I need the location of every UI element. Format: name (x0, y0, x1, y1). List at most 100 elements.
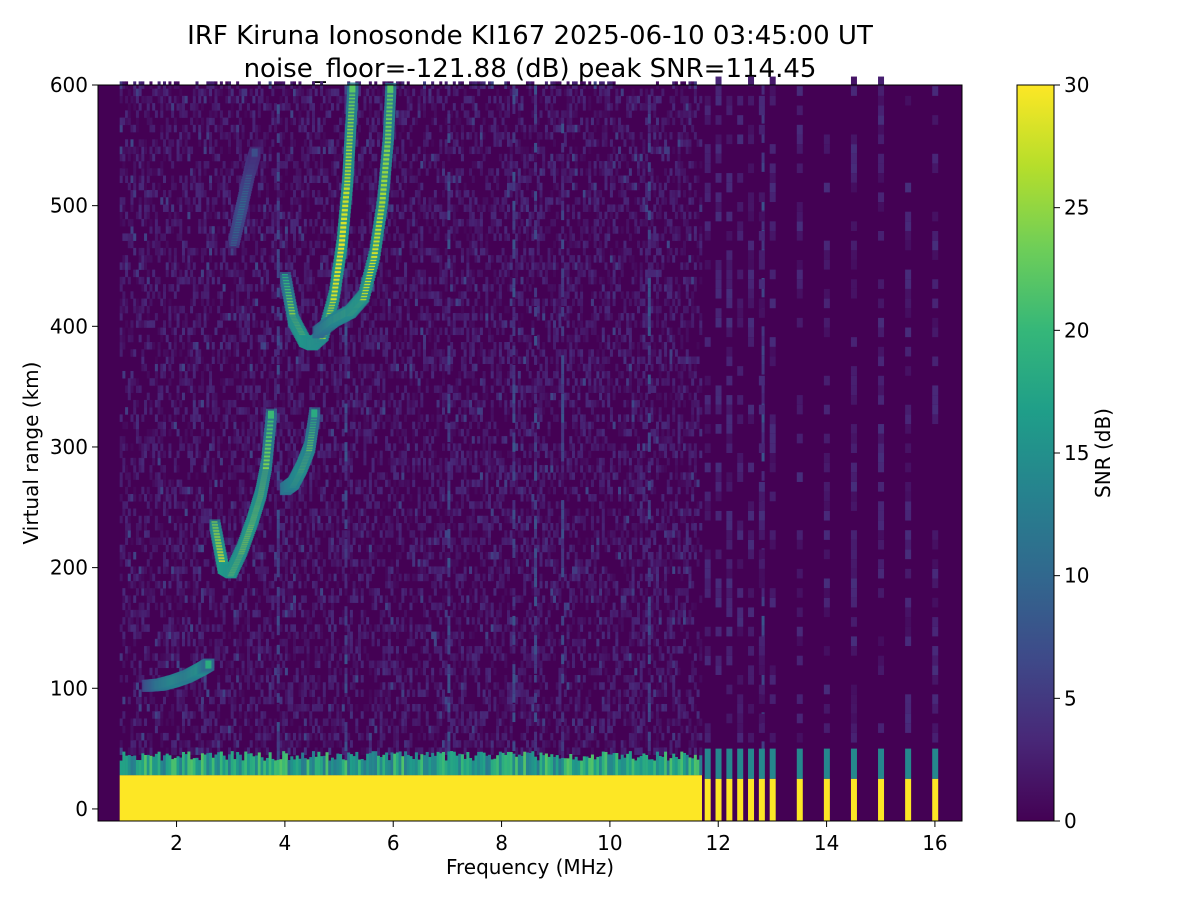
noise-cell (160, 609, 164, 618)
noise-cell (311, 226, 315, 234)
noise-cell (214, 262, 218, 270)
noise-cell (276, 378, 280, 386)
noise-cell (311, 472, 315, 480)
noise-cell (190, 298, 194, 307)
noise-cell (146, 370, 150, 379)
noise-cell (287, 609, 291, 618)
noise-cell (135, 399, 139, 408)
noise-cell (347, 573, 351, 582)
noise-cell (330, 494, 334, 502)
noise-cell (379, 363, 383, 372)
noise-cell (127, 747, 131, 755)
noise-cell (390, 682, 394, 690)
noise-cell (409, 341, 413, 350)
noise-cell (257, 226, 261, 234)
noise-cell (195, 363, 199, 372)
noise-cell (284, 262, 288, 270)
noise-cell (173, 305, 177, 314)
noise-cell (309, 218, 313, 227)
noise-cell (417, 682, 421, 690)
noise-cell (279, 175, 283, 184)
noise-cell (165, 653, 169, 661)
noise-cell (228, 551, 232, 560)
noise-cell (382, 624, 386, 632)
noise-cell (176, 703, 180, 712)
noise-cell (423, 660, 427, 669)
noise-cell (141, 450, 145, 459)
noise-cell (387, 414, 391, 422)
noise-cell (168, 305, 172, 314)
noise-cell (322, 486, 326, 495)
noise-cell (287, 457, 291, 466)
noise-cell (298, 407, 302, 415)
noise-cell (371, 363, 375, 372)
noise-cell (352, 175, 356, 184)
noise-cell (358, 421, 362, 430)
noise-cell (241, 689, 245, 698)
noise-cell (414, 747, 418, 755)
noise-cell (320, 494, 324, 502)
noise-cell (330, 88, 334, 97)
noise-cell (393, 132, 397, 140)
noise-cell (441, 747, 445, 755)
noise-cell (163, 233, 167, 241)
noise-cell (255, 407, 259, 415)
noise-cell (135, 269, 139, 278)
noise-cell (133, 247, 137, 256)
noise-cell (173, 399, 177, 408)
noise-cell (309, 718, 313, 726)
noise-cell (333, 153, 337, 162)
noise-cell (368, 479, 372, 488)
noise-cell (401, 689, 405, 698)
noise-cell (355, 399, 359, 408)
noise-cell (441, 211, 445, 220)
noise-cell (385, 334, 389, 343)
noise-cell (160, 522, 164, 531)
noise-cell (385, 443, 389, 451)
noise-cell (433, 740, 437, 748)
noise-cell (206, 580, 210, 589)
noise-cell (263, 696, 267, 705)
noise-cell (295, 573, 299, 582)
noise-cell (265, 197, 269, 205)
noise-cell (352, 399, 356, 408)
noise-cell (157, 146, 161, 155)
noise-cell (198, 515, 202, 524)
noise-cell (404, 117, 408, 126)
noise-cell (236, 443, 240, 451)
noise-cell (163, 95, 167, 104)
noise-cell (314, 479, 318, 488)
noise-cell (160, 732, 164, 741)
noise-cell (306, 110, 310, 118)
noise-cell (287, 399, 291, 408)
noise-cell (371, 88, 375, 97)
noise-cell (141, 588, 145, 596)
noise-cell (431, 725, 435, 734)
noise-cell (211, 204, 215, 212)
noise-cell (125, 262, 129, 270)
noise-cell (184, 566, 188, 574)
noise-cell (246, 363, 250, 372)
noise-cell (431, 117, 435, 126)
noise-cell (225, 211, 229, 220)
noise-cell (135, 436, 139, 444)
noise-cell (376, 284, 380, 292)
noise-cell (317, 146, 321, 155)
noise-cell (325, 370, 329, 379)
noise-cell (341, 573, 345, 582)
noise-cell (309, 103, 313, 111)
noise-cell (222, 161, 226, 169)
noise-cell (352, 291, 356, 299)
noise-cell (257, 341, 261, 350)
noise-cell (366, 617, 370, 625)
noise-cell (133, 269, 137, 278)
noise-cell (160, 703, 164, 712)
noise-cell (141, 298, 145, 307)
noise-cell (209, 139, 213, 147)
noise-cell (325, 269, 329, 278)
noise-cell (406, 103, 410, 111)
noise-cell (341, 646, 345, 654)
noise-cell (298, 182, 302, 191)
noise-cell (341, 276, 345, 285)
noise-cell (181, 638, 185, 647)
